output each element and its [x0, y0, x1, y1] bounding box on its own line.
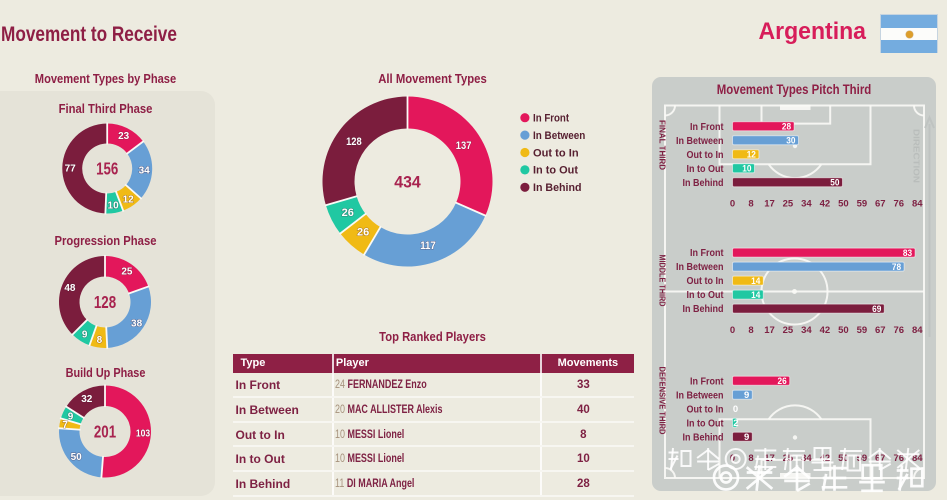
svg-text:50: 50 — [71, 452, 83, 463]
svg-text:38: 38 — [131, 319, 143, 330]
svg-text:In to Out: In to Out — [687, 290, 725, 301]
svg-text:10: 10 — [742, 164, 751, 175]
svg-text:32: 32 — [81, 394, 93, 405]
svg-text:8: 8 — [748, 453, 753, 464]
svg-text:2: 2 — [733, 418, 738, 429]
svg-text:Out to In: Out to In — [687, 404, 724, 415]
svg-text:In Front: In Front — [690, 122, 724, 133]
svg-text:34: 34 — [139, 166, 151, 177]
svg-text:MIDDLE THIRD: MIDDLE THIRD — [658, 255, 668, 307]
svg-text:9: 9 — [68, 411, 74, 422]
svg-text:In Behind: In Behind — [683, 178, 724, 189]
svg-text:77: 77 — [65, 163, 77, 174]
svg-text:8: 8 — [748, 198, 753, 209]
svg-text:103: 103 — [136, 429, 151, 440]
svg-text:9: 9 — [82, 330, 88, 341]
svg-text:In to Out: In to Out — [533, 165, 578, 177]
svg-text:In Between: In Between — [676, 390, 724, 401]
svg-text:67: 67 — [875, 325, 886, 336]
svg-text:In Front: In Front — [690, 248, 724, 259]
svg-text:59: 59 — [857, 198, 868, 209]
svg-text:137: 137 — [456, 140, 472, 152]
svg-text:Out to In: Out to In — [687, 150, 724, 161]
svg-text:76: 76 — [894, 198, 905, 209]
svg-text:128: 128 — [346, 136, 362, 148]
svg-text:84: 84 — [912, 453, 923, 464]
svg-text:7: 7 — [62, 420, 68, 431]
svg-text:25: 25 — [783, 453, 794, 464]
svg-text:8: 8 — [97, 335, 103, 346]
svg-text:In Front: In Front — [690, 376, 724, 387]
svg-text:76: 76 — [894, 325, 905, 336]
svg-text:42: 42 — [820, 198, 831, 209]
svg-text:In Front: In Front — [533, 113, 569, 125]
svg-text:48: 48 — [64, 283, 76, 294]
svg-text:67: 67 — [875, 198, 886, 209]
svg-text:0: 0 — [730, 325, 735, 336]
svg-text:Out to In: Out to In — [533, 147, 579, 159]
svg-text:17: 17 — [764, 198, 775, 209]
svg-text:In Between: In Between — [676, 262, 724, 273]
svg-text:434: 434 — [394, 173, 421, 191]
svg-text:FINAL THIRD: FINAL THIRD — [658, 120, 668, 170]
svg-text:DIRECTION: DIRECTION — [912, 129, 922, 183]
svg-text:28: 28 — [782, 122, 791, 133]
svg-text:In Between: In Between — [676, 136, 724, 147]
svg-text:76: 76 — [894, 453, 905, 464]
svg-text:26: 26 — [342, 207, 354, 219]
svg-text:128: 128 — [94, 292, 116, 312]
svg-text:9: 9 — [744, 432, 749, 443]
svg-text:50: 50 — [838, 198, 849, 209]
svg-text:34: 34 — [801, 198, 812, 209]
svg-text:30: 30 — [786, 136, 795, 147]
svg-text:In to Out: In to Out — [687, 164, 725, 175]
svg-text:59: 59 — [857, 453, 868, 464]
svg-text:12: 12 — [123, 195, 135, 206]
svg-text:DEFENSIVE THIRD: DEFENSIVE THIRD — [658, 367, 668, 435]
svg-text:In Between: In Between — [533, 130, 585, 142]
svg-text:In Behind: In Behind — [683, 304, 724, 315]
svg-text:In Behind: In Behind — [683, 432, 724, 443]
svg-text:201: 201 — [94, 422, 116, 442]
svg-text:156: 156 — [96, 159, 118, 179]
svg-text:78: 78 — [892, 262, 901, 273]
svg-text:59: 59 — [857, 325, 868, 336]
svg-text:12: 12 — [747, 150, 756, 161]
svg-text:84: 84 — [912, 198, 923, 209]
svg-text:34: 34 — [801, 453, 812, 464]
svg-text:50: 50 — [838, 325, 849, 336]
svg-text:0: 0 — [730, 198, 735, 209]
svg-text:In to Out: In to Out — [687, 418, 725, 429]
svg-text:9: 9 — [744, 390, 749, 401]
svg-text:10: 10 — [108, 201, 120, 212]
svg-text:26: 26 — [778, 376, 787, 387]
svg-text:84: 84 — [912, 325, 923, 336]
svg-text:25: 25 — [783, 198, 794, 209]
svg-text:14: 14 — [751, 290, 761, 301]
svg-text:23: 23 — [118, 131, 130, 142]
svg-text:14: 14 — [751, 276, 761, 287]
svg-text:17: 17 — [764, 325, 775, 336]
svg-text:25: 25 — [121, 267, 133, 278]
svg-text:Out to In: Out to In — [687, 276, 724, 287]
svg-text:8: 8 — [748, 325, 753, 336]
svg-text:26: 26 — [357, 227, 369, 239]
svg-text:50: 50 — [830, 178, 839, 189]
svg-text:83: 83 — [903, 248, 912, 259]
svg-text:117: 117 — [420, 240, 436, 252]
svg-text:0: 0 — [733, 404, 738, 415]
svg-text:25: 25 — [783, 325, 794, 336]
svg-text:34: 34 — [801, 325, 812, 336]
svg-text:69: 69 — [872, 304, 881, 315]
svg-text:42: 42 — [820, 325, 831, 336]
svg-text:In Behind: In Behind — [533, 182, 582, 194]
